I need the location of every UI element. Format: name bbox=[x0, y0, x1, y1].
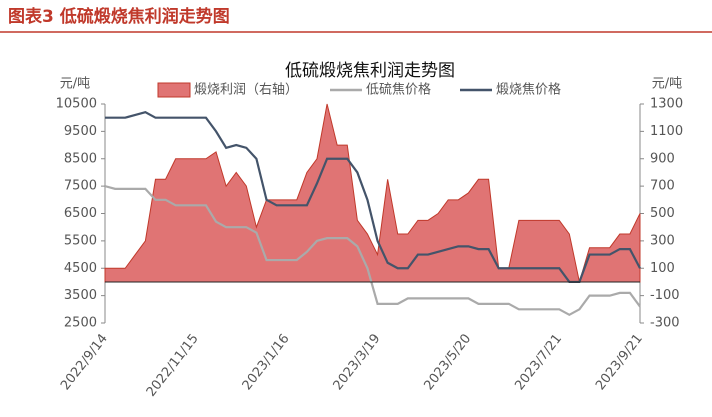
y-tick-label: 2500 bbox=[64, 316, 97, 331]
y-tick-label: 8500 bbox=[64, 151, 97, 166]
x-tick-label: 2022/9/14 bbox=[58, 331, 111, 393]
y2-tick-label: 100 bbox=[650, 261, 675, 276]
y2-axis-label: 元/吨 bbox=[652, 77, 682, 92]
y-tick-label: 10500 bbox=[56, 97, 97, 112]
y-axis-label: 元/吨 bbox=[60, 77, 90, 92]
y-tick-label: 3500 bbox=[64, 288, 97, 303]
y2-tick-label: 1300 bbox=[650, 97, 683, 112]
y-tick-label: 5500 bbox=[64, 233, 97, 248]
page-title: 图表3 低硫煅烧焦利润走势图 bbox=[8, 6, 230, 27]
y-tick-label: 4500 bbox=[64, 261, 97, 276]
y2-tick-label: 300 bbox=[650, 233, 675, 248]
chart-title: 低硫煅烧焦利润走势图 bbox=[285, 61, 455, 81]
x-tick-label: 2023/3/19 bbox=[331, 331, 384, 393]
x-tick-label: 2022/11/15 bbox=[144, 331, 202, 399]
y-tick-label: 6500 bbox=[64, 206, 97, 221]
y2-tick-label: -100 bbox=[650, 288, 680, 303]
y2-tick-label: 1100 bbox=[650, 124, 683, 139]
price-line bbox=[104, 185, 641, 317]
y2-tick-label: 700 bbox=[650, 179, 675, 194]
y2-tick-label: 500 bbox=[650, 206, 675, 221]
y-tick-label: 7500 bbox=[64, 179, 97, 194]
y2-tick-label: 900 bbox=[650, 151, 675, 166]
legend-label: 煅烧焦价格 bbox=[496, 82, 561, 98]
x-tick-label: 2023/5/20 bbox=[421, 331, 474, 393]
x-tick-label: 2023/7/21 bbox=[512, 331, 565, 393]
profit-area bbox=[104, 103, 641, 283]
price-line bbox=[105, 111, 641, 284]
legend-label: 低硫焦价格 bbox=[366, 82, 431, 98]
y-tick-label: 9500 bbox=[64, 124, 97, 139]
y2-tick-label: -300 bbox=[650, 316, 680, 331]
x-tick-label: 2023/9/21 bbox=[593, 331, 646, 393]
legend-swatch bbox=[157, 82, 191, 98]
legend-label: 煅烧利润（右轴） bbox=[194, 82, 298, 98]
x-tick-label: 2023/1/16 bbox=[240, 331, 293, 393]
